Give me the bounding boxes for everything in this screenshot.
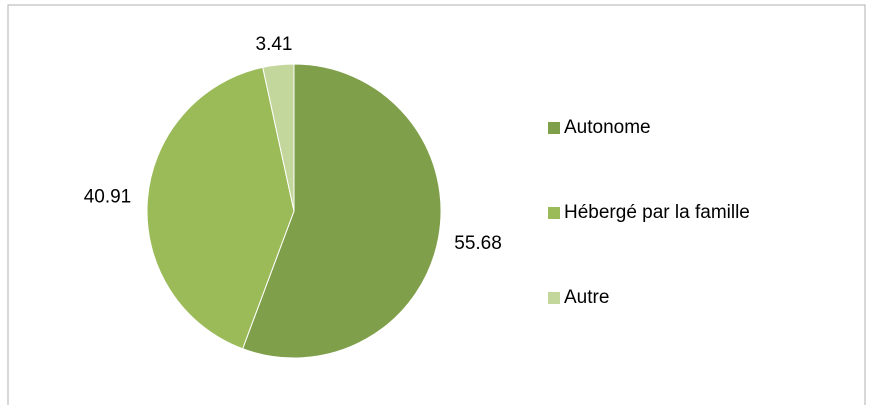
- legend-label: Hébergé par la famille: [564, 202, 750, 223]
- pie-slice: [242, 63, 442, 359]
- pie-slice: [146, 66, 295, 350]
- legend-swatch: [548, 122, 560, 134]
- data-label: 3.41: [256, 34, 293, 55]
- legend-label: Autonome: [564, 117, 651, 138]
- legend-swatch: [548, 207, 560, 219]
- legend-label: Autre: [564, 287, 609, 308]
- pie-slice: [262, 63, 295, 212]
- data-label: 40.91: [84, 187, 132, 208]
- chart-frame: [7, 4, 866, 405]
- data-label: 55.68: [454, 233, 502, 254]
- legend-swatch: [548, 292, 560, 304]
